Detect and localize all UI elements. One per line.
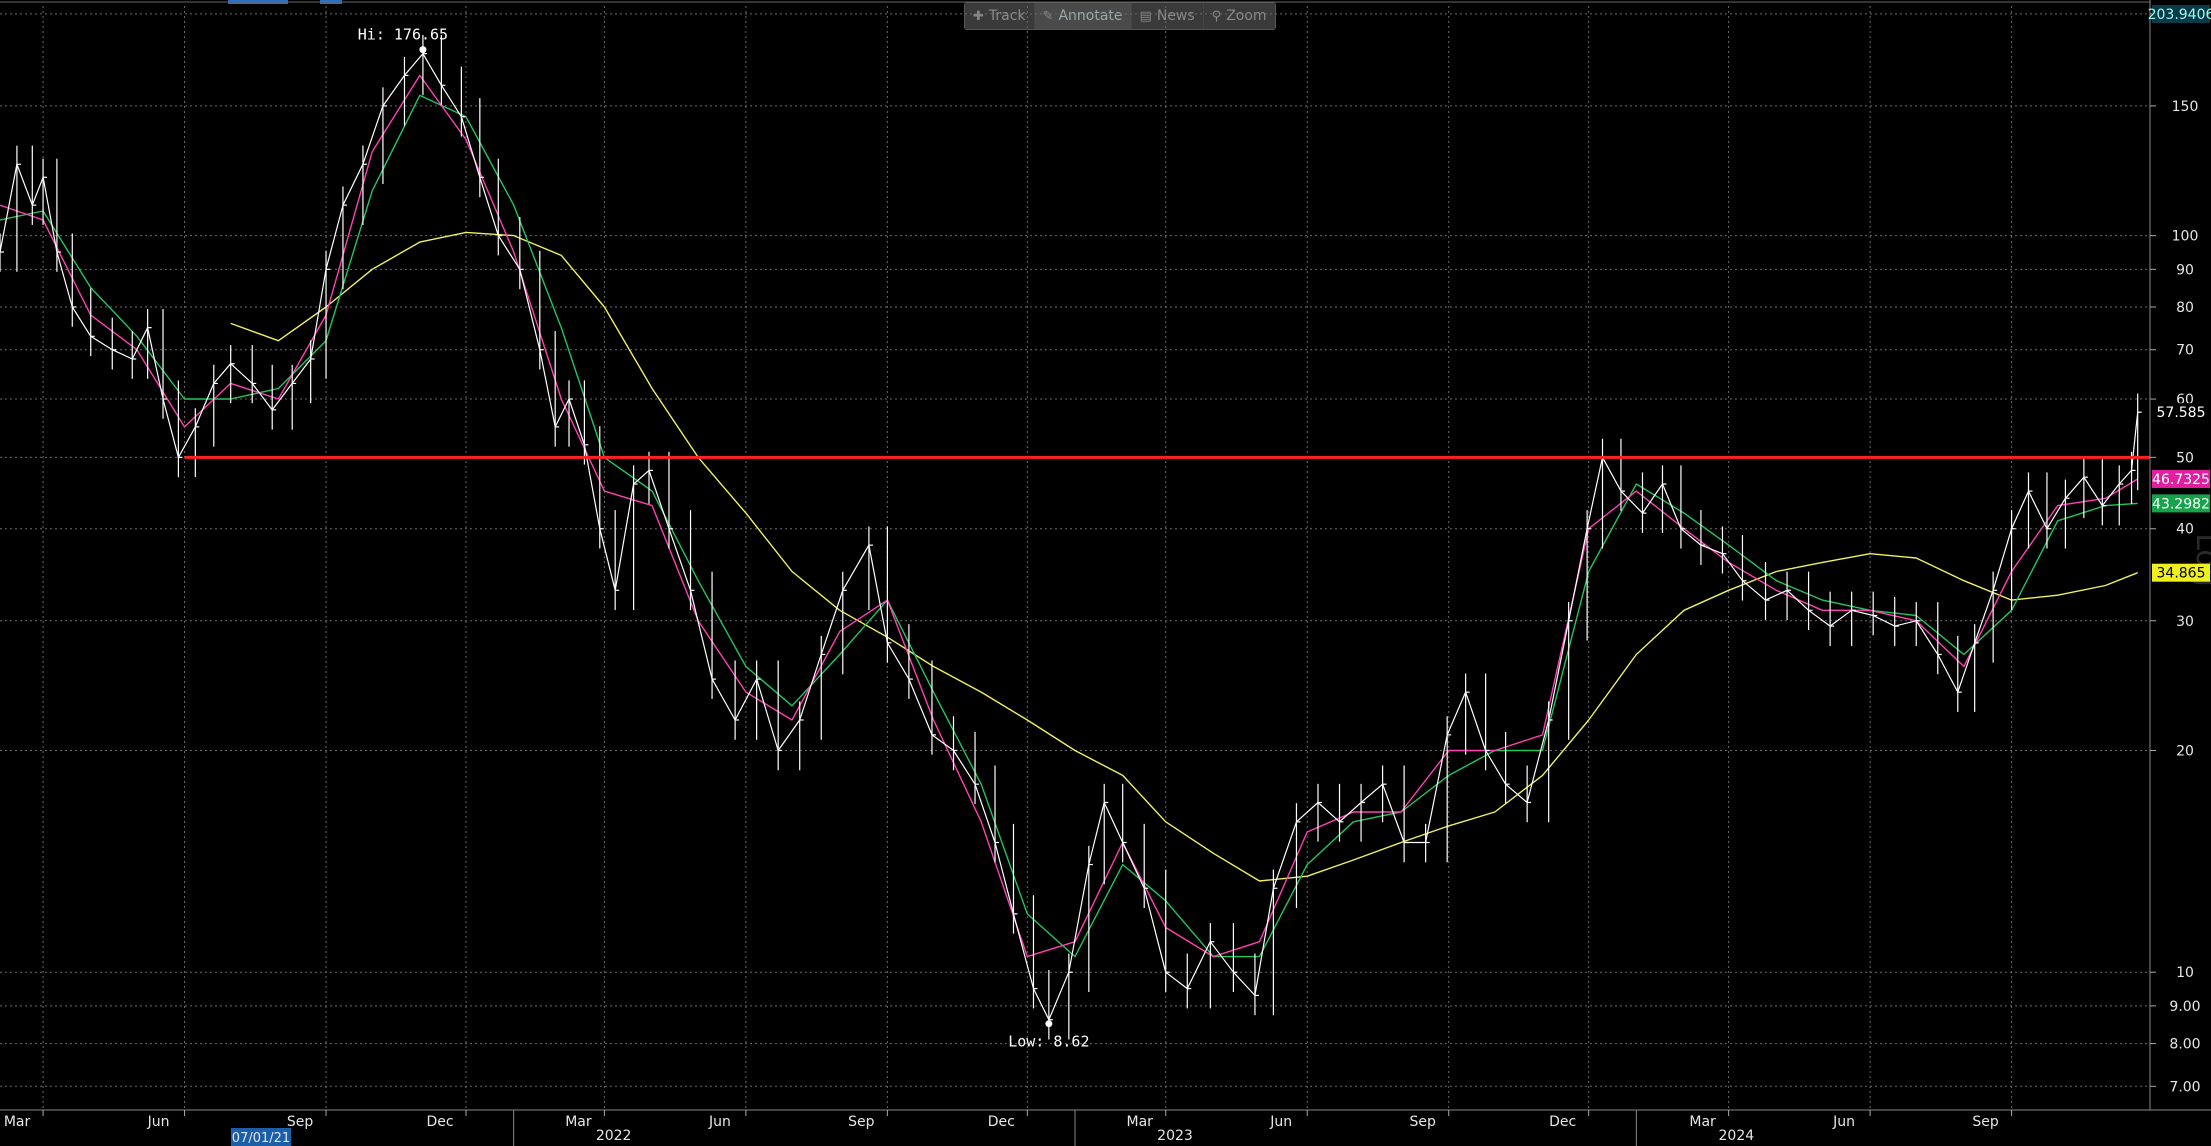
x-month-label: Jun [708,1114,731,1130]
zoom-button[interactable]: ⚲ Zoom [1203,3,1275,29]
annotate-button-label: Annotate [1058,8,1123,24]
value-badge [2152,494,2210,513]
value-badge-label: 46.7325 [2152,472,2210,488]
y-tick-label: 90 [2176,262,2194,278]
track-button[interactable]: ✚ Track [965,3,1035,29]
high-marker [419,46,427,54]
x-axis: Mar Jun Sep Dec Mar Jun Sep Dec Mar Jun Sep Dec Mar J… [0,1109,2211,1146]
value-badge-label: 203.9406 [2148,7,2211,23]
x-month-label: Dec [988,1114,1015,1130]
chart-grid [0,1,2150,1110]
track-button-label: Track [988,8,1026,24]
low-marker [1045,1020,1053,1028]
mid-moving-average [0,94,2138,958]
value-badge [2152,469,2210,488]
x-month-label: Sep [1410,1114,1437,1130]
y-tick-label: 100 [2172,229,2199,245]
x-month-label: Sep [848,1114,875,1130]
x-month-label: Mar [1127,1114,1154,1130]
y-axis: 7.008.009.00102030405060708090100150200L… [2148,0,2211,1146]
value-badge-label: 34.865 [2157,566,2206,582]
value-badge [2152,563,2210,582]
zoom-button-label: Zoom [1226,8,1267,24]
y-tick-label: 10 [2176,965,2194,981]
fast-moving-average [0,74,2139,958]
x-year-label: 2024 [1719,1128,1755,1144]
y-tick-label: 150 [2172,99,2199,115]
chart-series [0,34,2142,1040]
x-year-label: 2022 [596,1128,632,1144]
y-tick-label: 30 [2176,614,2194,630]
value-badge-label: 57.585 [2157,405,2206,421]
x-month-label: Mar [1689,1114,1716,1130]
y-tick-label: 7.00 [2169,1079,2200,1095]
chart-toolbar: ✚ Track ✎ Annotate ▤ News ⚲ Zoom [964,2,1276,30]
news-button[interactable]: ▤ News [1131,3,1204,29]
price-line [0,52,2139,1021]
x-month-label: Mar [4,1114,31,1130]
y-tick-label: 9.00 [2169,999,2200,1015]
y-tick-label: 70 [2176,343,2194,359]
y-tick-label: 50 [2176,450,2194,466]
x-month-label: Sep [287,1114,314,1130]
y-tick-label: 20 [2176,743,2194,759]
x-month-label: Jun [147,1114,170,1130]
x-month-label: Dec [426,1114,453,1130]
x-month-label: Mar [565,1114,592,1130]
news-button-label: News [1156,8,1195,24]
chart-annotations: Hi: 176.65 Low: 8.62 [184,26,2150,1051]
x-year-label: 2023 [1157,1128,1193,1144]
value-badge [2152,403,2210,422]
magnifier-icon: ⚲ [1211,8,1222,24]
value-badge [2152,5,2210,23]
value-badge-label: 43.2982 [2152,496,2210,512]
high-label: Hi: 176.65 [358,26,448,44]
low-label: Low: 8.62 [1008,1033,1089,1051]
y-tick-label: 40 [2176,522,2194,538]
x-month-label: Dec [1549,1114,1576,1130]
y-tick-label: 80 [2176,300,2194,316]
start-date-box [231,1128,291,1146]
plus-icon: ✚ [973,8,984,24]
y-tick-label: 8.00 [2169,1037,2200,1053]
start-date-label: 07/01/21 [232,1131,290,1146]
slow-moving-average [230,231,2138,882]
x-month-label: Jun [1832,1114,1855,1130]
annotate-button[interactable]: ✎ Annotate [1034,3,1132,29]
x-month-label: Jun [1269,1114,1292,1130]
pencil-icon: ✎ [1042,8,1054,24]
news-icon: ▤ [1139,8,1152,24]
x-month-label: Sep [1972,1114,1999,1130]
